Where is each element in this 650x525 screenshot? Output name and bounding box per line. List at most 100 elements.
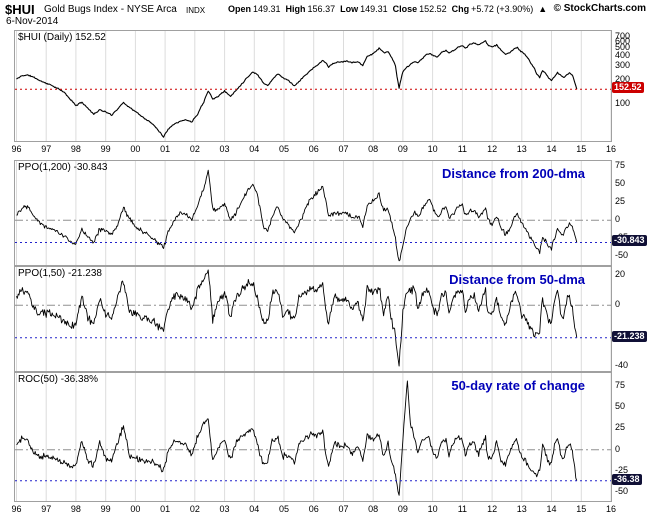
- y-tick-label: 25: [615, 422, 626, 433]
- x-tick-label: 16: [605, 144, 616, 154]
- chg-value: +5.72 (+3.90%): [471, 4, 534, 14]
- price-y-axis: 700 600 500 400 300 200 100 152.52: [612, 30, 650, 142]
- x-tick-label: 09: [397, 144, 408, 154]
- x-tick-label: 03: [219, 144, 230, 154]
- y-tick-label: -50: [615, 250, 629, 261]
- ppo-200-plot: [15, 161, 611, 265]
- open-value: 149.31: [253, 4, 281, 14]
- ppo-50-y-axis: 200-20-40-21.238: [612, 266, 650, 372]
- x-tick-label: 12: [487, 504, 498, 514]
- y-tick-label: -50: [615, 486, 629, 497]
- x-tick-label: 01: [160, 144, 171, 154]
- y-tick-label: -40: [615, 360, 629, 371]
- x-tick-label: 14: [546, 504, 557, 514]
- x-tick-label: 06: [308, 504, 319, 514]
- x-tick-label: 02: [189, 144, 200, 154]
- copyright: © StockCharts.com: [553, 3, 646, 14]
- quote-date: 6-Nov-2014: [6, 16, 59, 27]
- y-tick-label: 75: [615, 379, 626, 390]
- index-name: Gold Bugs Index - NYSE Arca: [44, 4, 177, 15]
- x-tick-label: 16: [605, 504, 616, 514]
- x-tick-label: 10: [427, 504, 438, 514]
- high-value: 156.37: [307, 4, 336, 14]
- y-tick-label: 0: [615, 443, 621, 454]
- roc-panel: ROC(50) -36.38% 50-day rate of change: [14, 372, 612, 502]
- y-tick-label: 300: [615, 60, 631, 71]
- x-tick-label: 08: [368, 144, 379, 154]
- y-tick-label: 600: [615, 36, 631, 47]
- ppo-200-panel-title: PPO(1,200) -30.843: [18, 162, 108, 173]
- roc-panel-title: ROC(50) -36.38%: [18, 374, 99, 385]
- ppo-50-plot: [15, 267, 611, 371]
- last-value-badge: 152.52: [612, 82, 644, 94]
- x-tick-label: 07: [338, 504, 349, 514]
- close-label: Close: [392, 4, 418, 14]
- roc-50-plot: [15, 373, 611, 501]
- y-tick-label: 50: [615, 401, 626, 412]
- exchange-tag: INDX: [186, 6, 206, 15]
- x-tick-label: 09: [397, 504, 408, 514]
- x-tick-label: 15: [576, 144, 587, 154]
- annotation-roc: 50-day rate of change: [451, 378, 585, 393]
- ppo-200-panel: PPO(1,200) -30.843 Distance from 200-dma: [14, 160, 612, 266]
- x-tick-label: 11: [457, 144, 468, 154]
- x-tick-label: 02: [189, 504, 200, 514]
- roc-50-series-line: [16, 380, 578, 496]
- ppo-50-panel: PPO(1,50) -21.238 Distance from 50-dma: [14, 266, 612, 372]
- ppo-200-series-line: [16, 169, 578, 262]
- x-tick-label: 99: [100, 504, 111, 514]
- x-tick-label: 97: [41, 504, 52, 514]
- x-tick-label: 98: [70, 504, 81, 514]
- y-tick-label: 700: [615, 30, 631, 41]
- y-tick-label: 100: [615, 97, 631, 108]
- last-value-badge: -30.843: [612, 235, 647, 247]
- x-tick-label: 04: [249, 504, 260, 514]
- y-tick-label: 400: [615, 50, 631, 61]
- x-tick-label: 07: [338, 144, 349, 154]
- y-tick-label: -25: [615, 465, 629, 476]
- x-tick-label: 06: [308, 144, 319, 154]
- x-tick-label: 05: [279, 504, 290, 514]
- x-tick-label: 03: [219, 504, 230, 514]
- price-panel: $HUI (Daily) 152.52: [14, 30, 612, 142]
- x-tick-label: 08: [368, 504, 379, 514]
- symbol: $HUI: [5, 2, 35, 17]
- y-tick-label: 25: [615, 196, 626, 207]
- y-tick-label: 200: [615, 73, 631, 84]
- annotation-200dma: Distance from 200-dma: [441, 166, 585, 181]
- ppo-50-panel-title: PPO(1,50) -21.238: [18, 268, 102, 279]
- x-tick-label: 96: [11, 144, 22, 154]
- last-value-badge: -36.38: [612, 473, 642, 485]
- price-plot: [15, 31, 611, 141]
- x-tick-label: 11: [457, 504, 468, 514]
- x-tick-label: 00: [130, 144, 141, 154]
- price-panel-title: $HUI (Daily) 152.52: [18, 32, 106, 43]
- chart-header: $HUI Gold Bugs Index - NYSE Arca INDX Op…: [0, 0, 650, 30]
- x-tick-label: 05: [279, 144, 290, 154]
- low-label: Low: [340, 4, 359, 14]
- high-label: High: [285, 4, 306, 14]
- last-value-badge: -21.238: [612, 330, 647, 342]
- y-tick-label: 75: [615, 160, 626, 171]
- low-value: 149.31: [360, 4, 388, 14]
- y-tick-label: 20: [615, 268, 626, 279]
- ppo-50-series-line: [16, 269, 578, 367]
- x-tick-label: 14: [546, 144, 557, 154]
- x-tick-label: 13: [516, 144, 527, 154]
- roc-y-axis: 75 50 25 0 -25 -50 -36.38: [612, 372, 650, 502]
- y-tick-label: 500: [615, 42, 631, 53]
- y-tick-label: 50: [615, 178, 626, 189]
- x-tick-label: 04: [249, 144, 260, 154]
- ohlc-quote: Open 149.31 High 156.37 Low 149.31 Close 152.52…: [228, 4, 547, 14]
- price-series-line: [16, 40, 578, 138]
- x-axis-labels-top: 96 97 98 99 00 01 02 03 04 05 06 07 08 09 10 11 12 13 14 15…: [11, 144, 616, 156]
- x-tick-label: 13: [516, 504, 527, 514]
- y-tick-label: 0: [615, 214, 621, 225]
- up-arrow-icon: ▲: [538, 4, 548, 14]
- y-tick-label: 0: [615, 299, 621, 310]
- x-tick-label: 97: [41, 144, 52, 154]
- annotation-50dma: Distance from 50-dma: [449, 272, 585, 287]
- close-value: 152.52: [419, 4, 447, 14]
